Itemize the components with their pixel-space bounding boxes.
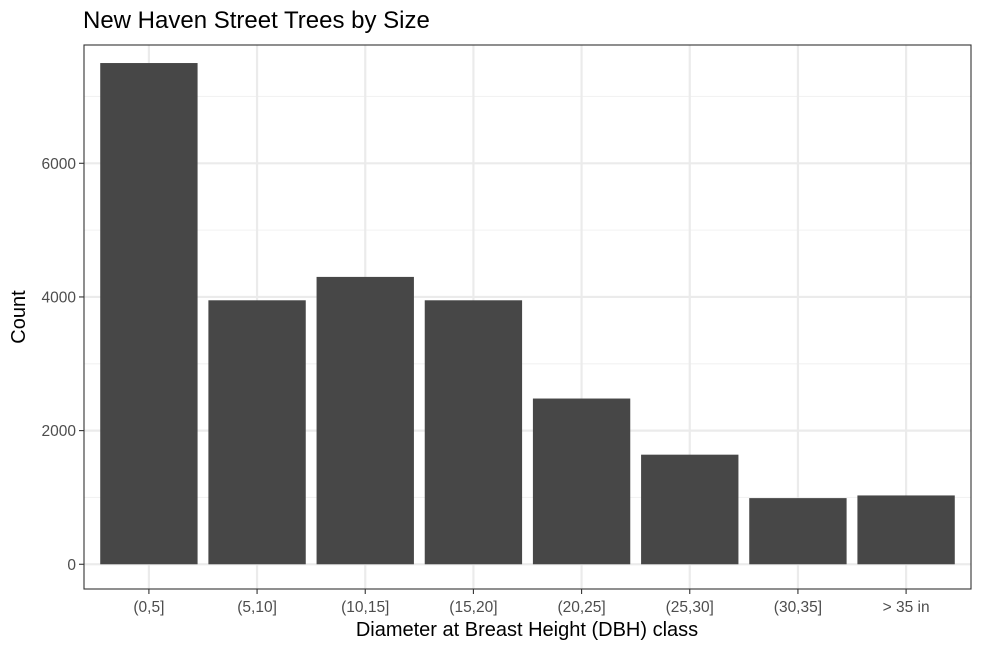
bar (208, 300, 306, 565)
x-tick-label: (30,35] (774, 599, 822, 616)
x-tick-label: > 35 in (883, 599, 930, 616)
bar (857, 495, 955, 565)
x-tick-label: (15,20] (449, 599, 497, 616)
y-axis: 0 2000 4000 6000 (42, 156, 84, 574)
y-tick-label: 0 (67, 557, 76, 574)
x-tick-label: (5,10] (237, 599, 277, 616)
x-tick-label: (0,5] (133, 599, 164, 616)
bar (749, 498, 847, 565)
bar (641, 454, 739, 565)
x-axis-label: Diameter at Breast Height (DBH) class (356, 619, 698, 641)
bar (424, 300, 523, 565)
x-tick-label: (20,25] (557, 599, 605, 616)
bar (532, 398, 631, 565)
y-axis-label: Count (8, 290, 30, 344)
x-axis: (0,5] (5,10] (10,15] (15,20] (20,25] (25,30] (… (133, 589, 930, 616)
bars-layer (100, 63, 955, 565)
x-tick-label: (25,30] (666, 599, 714, 616)
chart-title: New Haven Street Trees by Size (83, 7, 430, 34)
y-tick-label: 4000 (42, 289, 77, 306)
panel-border (83, 44, 972, 590)
y-tick-label: 2000 (42, 423, 77, 440)
bar (100, 63, 198, 565)
x-tick-label: (10,15] (341, 599, 389, 616)
y-tick-label: 6000 (42, 156, 77, 173)
bar (316, 276, 414, 565)
